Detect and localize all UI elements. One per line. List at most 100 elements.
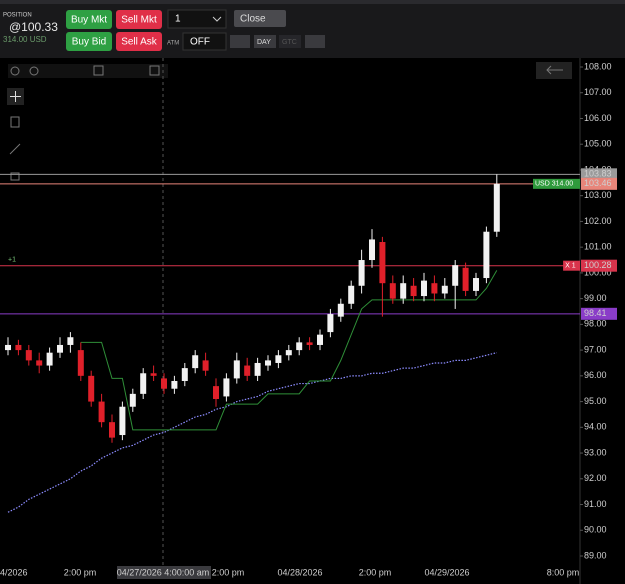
candle-body — [150, 373, 157, 376]
dropdown-arrow — [212, 16, 222, 22]
candle-body — [223, 378, 230, 397]
y-tick-label: 107.00 — [584, 87, 612, 97]
x-tick-label: 04/29/2026 — [424, 567, 469, 577]
price-level-box — [581, 177, 617, 190]
position-value: 314.00 USD — [3, 35, 47, 44]
atm-select[interactable] — [182, 32, 227, 51]
sell-mkt-label[interactable]: Sell Mkt — [121, 15, 157, 26]
candle-body — [213, 386, 219, 400]
y-tick-label: 90.00 — [584, 525, 607, 535]
buy-mkt-label[interactable]: Buy Mkt — [71, 15, 107, 26]
y-tick-label: 89.00 — [584, 550, 607, 560]
x-tick-label: 2:00 pm — [212, 567, 245, 577]
candle-body — [25, 350, 32, 361]
position-price: @100.33 — [9, 20, 58, 34]
sell-mkt-button[interactable] — [116, 10, 162, 29]
y-tick-label: 108.00 — [584, 61, 612, 71]
candle-body — [337, 303, 344, 317]
candle-body — [67, 337, 74, 345]
price-level-box — [581, 307, 617, 320]
candle-body — [400, 283, 407, 299]
candle-body — [452, 265, 459, 286]
day-label[interactable]: DAY — [257, 39, 271, 46]
x-tick-label: 8:00 pm — [547, 567, 580, 577]
lock-tool[interactable] — [10, 172, 20, 181]
toggle[interactable] — [305, 35, 325, 48]
buy-bid-button[interactable] — [66, 32, 112, 51]
gtc-button[interactable] — [279, 35, 301, 48]
candle-body — [275, 355, 282, 363]
y-tick-label: 95.00 — [584, 396, 607, 406]
candle-body — [483, 231, 490, 279]
y-tick-label: 103.00 — [584, 190, 612, 200]
candle-body — [88, 375, 95, 402]
y-tick-label: 99.00 — [584, 293, 607, 303]
y-tick-label: 106.00 — [584, 113, 612, 123]
candle-body — [462, 267, 469, 291]
y-tick-label: 93.00 — [584, 447, 607, 457]
candle-body — [493, 183, 500, 232]
candle-body — [473, 278, 479, 291]
candle-body — [161, 378, 167, 389]
toggle[interactable] — [230, 35, 250, 48]
y-tick-label: 102.00 — [584, 216, 612, 226]
stop-line — [80, 270, 498, 431]
candle-body — [317, 334, 323, 345]
candle-body — [254, 362, 261, 376]
candle-body — [358, 260, 365, 286]
plot: 89.00 90.00 91.00 92.00 93.00 94.00 95.00 96.00… — [0, 61, 617, 579]
buy-bid-label[interactable]: Buy Bid — [72, 37, 106, 48]
candle-body — [379, 242, 386, 284]
gtc-label[interactable]: GTC — [282, 39, 297, 46]
tab-strip — [0, 0, 625, 4]
candle-body — [119, 406, 126, 436]
candle-body — [36, 360, 43, 366]
candle-body — [181, 368, 188, 381]
day-button[interactable] — [254, 35, 276, 48]
quantity-value[interactable]: 1 — [175, 14, 181, 25]
tool[interactable] — [149, 65, 160, 76]
x-tick-label: 2:00 pm — [359, 567, 392, 577]
back-arrow — [546, 65, 563, 75]
close-label[interactable]: Close — [240, 14, 266, 25]
position-tag-box — [563, 260, 580, 271]
candle-body — [109, 422, 115, 438]
candle-body — [431, 283, 438, 294]
candle-body — [46, 352, 53, 366]
tool[interactable] — [93, 65, 104, 76]
quantity-input[interactable] — [167, 9, 227, 29]
position-tag: X 1 — [565, 263, 576, 270]
y-tick-label: 97.00 — [584, 344, 607, 354]
y-tick-label: 92.00 — [584, 473, 607, 483]
candle-body — [348, 285, 355, 304]
candle-body — [369, 239, 375, 261]
y-tick-label: 100.00 — [584, 267, 612, 277]
x-tick-label: 4/2026 — [0, 567, 28, 577]
candle-body — [171, 380, 178, 389]
sell-ask-button[interactable] — [116, 32, 162, 51]
atm-value[interactable]: OFF — [190, 37, 210, 48]
candle-body — [15, 344, 22, 351]
zoom-out[interactable] — [29, 66, 39, 76]
price-level-label: 103.83 — [584, 169, 612, 179]
close-button[interactable] — [234, 10, 286, 27]
zoom-in[interactable] — [10, 66, 20, 76]
candle-body — [265, 360, 271, 366]
candle-body — [389, 283, 396, 299]
y-tick-label: 101.00 — [584, 242, 612, 252]
crosshair-icon — [10, 91, 21, 102]
price-level-box — [581, 259, 617, 272]
candle-body — [202, 360, 209, 371]
note-tool[interactable] — [10, 116, 20, 128]
price-level-label: 100.28 — [584, 260, 612, 270]
price-level-label: 103.46 — [584, 178, 612, 188]
candle-body — [285, 350, 292, 356]
x-tick-label: 04/27/2026 4:00:00 am — [117, 567, 210, 577]
buy-mkt-button[interactable] — [66, 10, 112, 29]
candle-body — [192, 355, 199, 369]
price-level-label: 98.41 — [584, 308, 607, 318]
sell-ask-label[interactable]: Sell Ask — [121, 37, 158, 48]
position-tag: USD 314.00 — [535, 181, 573, 188]
candle-body — [296, 342, 303, 351]
line-tool[interactable] — [9, 143, 21, 155]
